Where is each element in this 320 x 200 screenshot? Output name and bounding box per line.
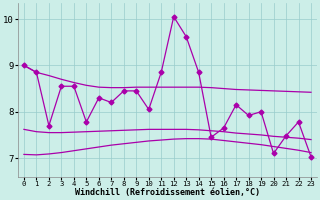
X-axis label: Windchill (Refroidissement éolien,°C): Windchill (Refroidissement éolien,°C): [75, 188, 260, 197]
